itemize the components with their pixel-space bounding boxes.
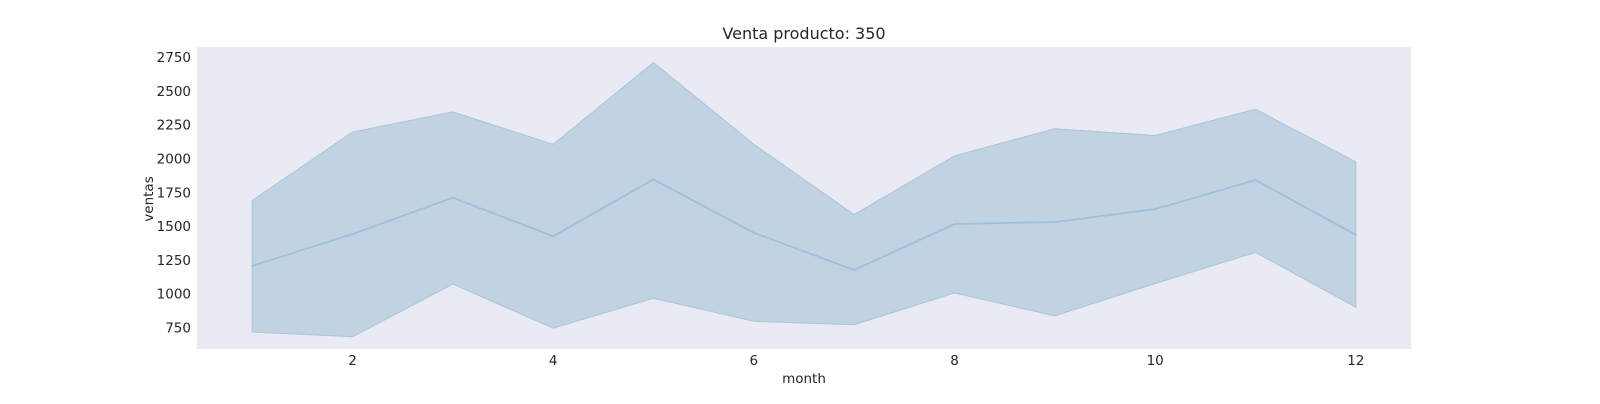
x-tick-label: 4 xyxy=(549,353,558,369)
y-tick-label: 1500 xyxy=(157,219,191,235)
x-tick-label: 12 xyxy=(1347,353,1364,369)
data-point xyxy=(853,268,856,271)
y-tick-label: 1750 xyxy=(157,185,191,201)
data-point xyxy=(953,223,956,226)
data-point xyxy=(1254,179,1257,182)
data-point xyxy=(451,196,454,199)
y-tick-label: 2750 xyxy=(157,50,191,66)
data-point xyxy=(1154,208,1157,211)
y-tick-label: 750 xyxy=(165,320,191,336)
x-axis-label: month xyxy=(782,371,826,387)
confidence-band xyxy=(251,61,1357,338)
data-point xyxy=(552,235,555,238)
y-tick-label: 1250 xyxy=(157,253,191,269)
chart-title: Venta producto: 350 xyxy=(722,24,885,43)
data-point xyxy=(1053,220,1056,223)
data-point xyxy=(652,178,655,181)
data-point xyxy=(251,264,254,267)
x-tick-label: 2 xyxy=(348,353,357,369)
data-point xyxy=(752,231,755,234)
series-line xyxy=(251,178,1357,271)
y-axis-label: ventas xyxy=(141,176,157,221)
x-tick-label: 6 xyxy=(750,353,759,369)
y-tick-labels: 750 1000 1250 1500 1750 2000 2250 2500 2750 xyxy=(157,50,191,336)
x-tick-label: 10 xyxy=(1147,353,1164,369)
y-tick-label: 2500 xyxy=(157,84,191,100)
y-tick-label: 2000 xyxy=(157,151,191,167)
data-point xyxy=(351,233,354,236)
x-tick-labels: 2 4 6 8 10 12 xyxy=(348,353,1364,369)
y-tick-label: 2250 xyxy=(157,118,191,134)
data-point xyxy=(1354,233,1357,236)
confidence-band-layer xyxy=(251,61,1357,338)
y-tick-label: 1000 xyxy=(157,287,191,303)
series-line-layer xyxy=(251,178,1357,271)
x-tick-label: 8 xyxy=(950,353,959,369)
